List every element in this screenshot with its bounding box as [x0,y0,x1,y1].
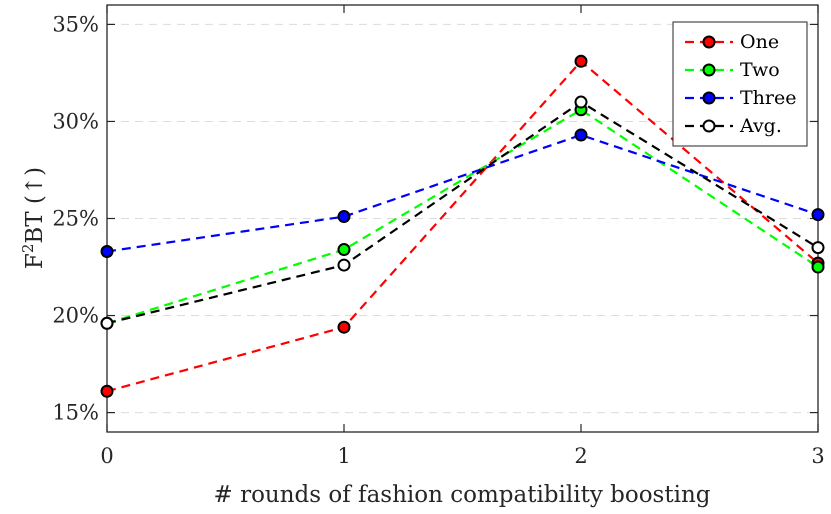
series-line-three [106,133,819,253]
data-point-three [811,208,825,222]
y-axis-label-superscript: 2 [19,244,37,254]
legend-marker-two [702,63,716,77]
data-point-avg [811,241,825,255]
y-tick-label: 15% [52,401,99,425]
legend-marker-avg [702,119,716,133]
data-point-three [574,128,588,142]
y-axis-label-prefix: F [22,253,48,269]
legend-label-three: Three [740,87,796,109]
data-point-one [337,320,351,334]
legend-marker-one [702,35,716,49]
x-tick-label: 3 [811,444,824,468]
legend-box [672,21,808,147]
data-point-two [337,243,351,257]
x-tick-label: 0 [100,444,113,468]
data-point-one [574,54,588,68]
y-tick-label: 35% [52,12,99,36]
legend-marker-three [702,91,716,105]
x-axis-label: # rounds of fashion compatibility boosti… [214,482,711,508]
series-line-two [106,108,819,325]
legend: One Two Three Avg. [672,21,808,147]
data-point-three [100,244,114,258]
x-tick-label: 2 [574,444,587,468]
legend-label-two: Two [740,59,780,81]
data-point-one [100,384,114,398]
y-axis-label: F2BT (↑) [19,167,48,269]
data-point-avg [337,258,351,272]
y-tick-label: 30% [52,109,99,133]
y-axis-label-suffix: BT (↑) [22,167,48,244]
legend-label-one: One [740,31,779,53]
data-point-avg [574,95,588,109]
series-lines [100,54,825,398]
data-point-avg [100,316,114,330]
axis-ticks: 15% 20% 25% 30% 35% 0 1 2 3 [52,5,825,468]
x-tick-label: 1 [337,444,350,468]
y-tick-label: 20% [52,304,99,328]
series-line-one [106,59,819,393]
y-tick-label: 25% [52,207,99,231]
data-point-three [337,210,351,224]
series-line-avg [106,100,819,325]
data-point-two [811,260,825,274]
legend-label-avg: Avg. [739,115,782,137]
